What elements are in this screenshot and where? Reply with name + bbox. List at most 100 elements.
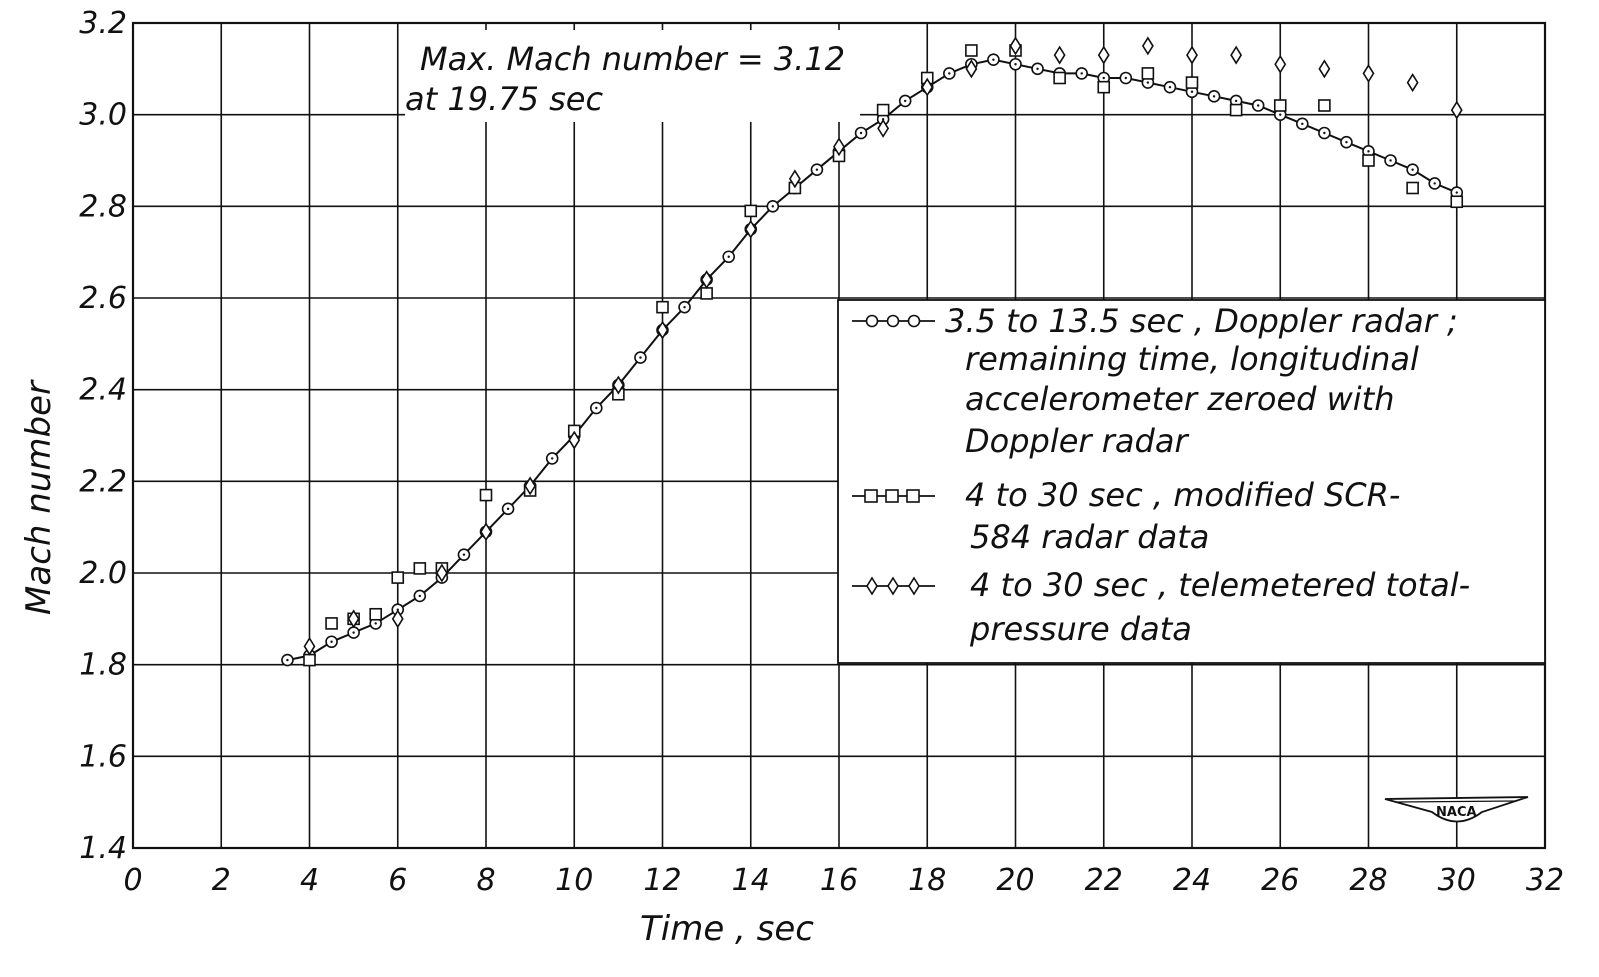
circle-point-dot-14	[595, 406, 598, 410]
square-point-16	[876, 103, 890, 117]
square-point-1	[325, 617, 338, 630]
circle-point-dot-24	[815, 168, 819, 171]
x-tick-labels: 0 2 4 6 8 10 12 14 16 18 20 22 24 26 28 30 32	[123, 863, 1564, 898]
circle-point-dot-49	[1367, 150, 1370, 153]
diamond-point-10	[744, 219, 757, 239]
circle-point-dot-43	[1234, 99, 1238, 103]
diamond-point-5	[524, 476, 537, 496]
naca-wing-stripe	[1394, 800, 1518, 803]
x-tick-label-16: 16	[820, 863, 858, 898]
circle-point-dot-10	[506, 507, 510, 511]
x-tick-label-10: 10	[555, 863, 593, 898]
legend-box	[837, 299, 1546, 664]
x-tick-label-24: 24	[1173, 863, 1211, 898]
legend-marker-square-1	[864, 489, 878, 503]
square-point-25	[1273, 99, 1287, 112]
y-tick-label-1-8: 1.8	[79, 648, 127, 683]
x-tick-label-30: 30	[1438, 863, 1476, 898]
circle-point-dot-3	[352, 631, 355, 634]
circle-point-dot-22	[771, 205, 775, 208]
diamond-point-7	[612, 375, 625, 395]
naca-wing-shape	[1384, 796, 1529, 823]
diamond-point-23	[1318, 59, 1331, 79]
circle-point-dot-50	[1389, 159, 1392, 162]
legend-entry-telemetered: 4 to 30 sec , telemetered total- pressur…	[852, 566, 1470, 648]
legend-marker-diamond-2	[887, 576, 899, 596]
circle-point-dot-36	[1080, 72, 1083, 75]
square-point-26	[1318, 99, 1331, 112]
legend-marker-circle-2	[886, 314, 900, 328]
diamond-point-8	[656, 320, 669, 340]
circle-point-dot-42	[1212, 95, 1216, 98]
diamond-point-11	[788, 169, 801, 189]
circle-point-dot-4	[374, 622, 377, 625]
legend-doppler-line-4: Doppler radar	[965, 422, 1189, 460]
x-tick-label-2: 2	[212, 863, 231, 898]
x-tick-label-28: 28	[1349, 863, 1387, 898]
square-point-12	[700, 287, 713, 300]
square-point-20	[1053, 71, 1066, 85]
diamond-point-18	[1097, 45, 1110, 65]
legend: 3.5 to 13.5 sec , Doppler radar ; remain…	[837, 299, 1546, 664]
y-tick-labels: 1.4 1.6 1.8 2.0 2.2 2.4 2.6 2.8 3.0 3.2	[79, 6, 127, 866]
legend-marker-diamond-1	[866, 576, 878, 596]
diamond-point-3	[435, 563, 448, 583]
square-point-13	[744, 204, 758, 218]
diamond-point-16	[1009, 36, 1022, 56]
circle-point-dot-48	[1345, 140, 1348, 144]
diamond-point-20	[1186, 45, 1198, 65]
diamond-point-17	[1053, 45, 1066, 65]
y-tick-label-2-8: 2.8	[79, 189, 127, 224]
circle-point-dot-20	[727, 255, 730, 258]
naca-logo: NACA	[1384, 796, 1529, 823]
diamond-point-13	[877, 118, 890, 138]
diamond-point-15	[965, 59, 978, 79]
x-tick-label-8: 8	[476, 863, 495, 898]
circle-point-dot-53	[1455, 191, 1458, 194]
naca-logo-text: NACA	[1436, 805, 1477, 820]
square-point-5	[413, 562, 427, 575]
y-tick-label-3: 3.0	[79, 98, 127, 133]
diamond-point-12	[833, 137, 845, 157]
x-tick-label-12: 12	[643, 863, 681, 898]
square-point-27	[1362, 154, 1375, 167]
circle-point-dot-37	[1102, 76, 1105, 80]
annotation-background	[405, 30, 860, 122]
square-point-29	[1450, 195, 1464, 209]
x-tick-label-14: 14	[732, 863, 770, 898]
square-point-18	[965, 44, 978, 57]
square-point-28	[1406, 181, 1419, 195]
max-mach-annotation: Max. Mach number = 3.12 at 19.75 sec	[405, 30, 860, 122]
circle-point-dot-28	[903, 99, 907, 103]
x-tick-label-32: 32	[1526, 863, 1564, 898]
circle-point-dot-46	[1301, 122, 1304, 126]
square-point-23	[1185, 76, 1199, 89]
circle-point-dot-47	[1323, 131, 1326, 135]
x-axis-label: Time , sec	[640, 909, 814, 949]
legend-telemetered-line-2: pressure data	[969, 610, 1192, 648]
y-axis-label: Mach number	[19, 379, 59, 615]
y-tick-label-1-4: 1.4	[79, 831, 127, 866]
circle-point-dot-6	[418, 594, 422, 598]
y-tick-label-2: 2.0	[79, 556, 127, 591]
legend-telemetered-line-1: 4 to 30 sec , telemetered total-	[970, 566, 1470, 604]
x-tick-label-0: 0	[123, 863, 142, 898]
circle-point-dot-2	[330, 640, 333, 643]
circle-point-dot-39	[1146, 81, 1150, 84]
y-tick-label-2-6: 2.6	[79, 281, 127, 316]
x-tick-label-26: 26	[1261, 863, 1299, 898]
square-point-24	[1229, 103, 1243, 117]
diamond-point-4	[480, 522, 492, 542]
circle-point-dot-18	[683, 305, 686, 309]
square-point-7	[479, 488, 493, 502]
y-tick-label-3-2: 3.2	[79, 6, 127, 41]
circle-point-dot-16	[639, 356, 642, 359]
circle-point-dot-40	[1168, 85, 1172, 89]
diamond-point-22	[1274, 54, 1287, 74]
circle-point-dot-45	[1279, 113, 1282, 116]
diamond-point-14	[921, 77, 934, 97]
legend-doppler-line-3: accelerometer zeroed with	[965, 380, 1395, 418]
annotation-line-1: Max. Mach number = 3.12	[420, 40, 845, 78]
diamond-point-26	[1450, 100, 1463, 120]
